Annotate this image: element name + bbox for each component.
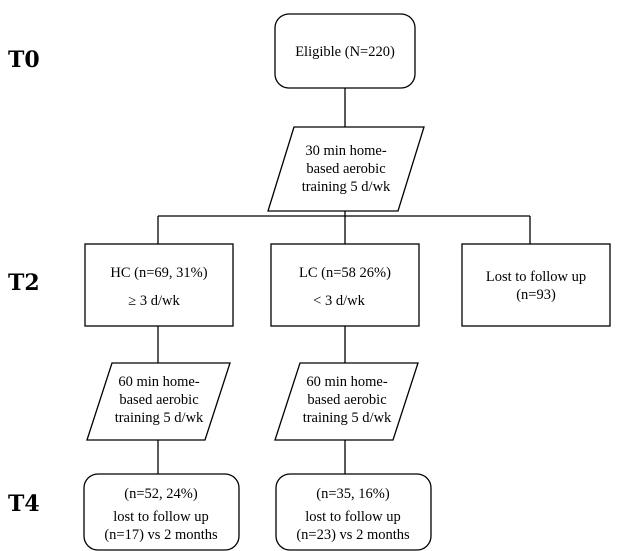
training-60-hc-frame bbox=[86, 362, 231, 441]
training-60-hc-line-1: 60 min home- bbox=[118, 374, 200, 390]
lc-line-2: < 3 d/wk bbox=[313, 293, 365, 309]
stage-label-t4: T4 bbox=[8, 491, 40, 517]
eligible-box: Eligible (N=220) bbox=[274, 13, 416, 89]
lc-box: LC (n=58 26%) < 3 d/wk bbox=[270, 243, 420, 327]
hc-box: HC (n=69, 31%) ≥ 3 d/wk bbox=[84, 243, 234, 327]
lc-box-frame bbox=[270, 243, 420, 327]
lc-t4-line-2: lost to follow up bbox=[305, 509, 400, 525]
connectors bbox=[157, 88, 531, 474]
lc-t4-box: (n=35, 16%) lost to follow up (n=23) vs … bbox=[275, 473, 432, 551]
training-30-frame bbox=[267, 126, 425, 212]
training-60-lc-line-2: based aerobic bbox=[307, 392, 386, 408]
training-30-line-3: training 5 d/wk bbox=[302, 179, 391, 195]
training-30-line-1: 30 min home- bbox=[305, 143, 387, 159]
training-60-hc-line-2: based aerobic bbox=[119, 392, 198, 408]
lc-t4-box-frame bbox=[275, 473, 432, 551]
lost-t2-box: Lost to follow up (n=93) bbox=[461, 243, 611, 327]
training-30-line-2: based aerobic bbox=[306, 161, 385, 177]
hc-t4-line-1: (n=52, 24%) bbox=[124, 486, 198, 502]
training-60-lc-line-1: 60 min home- bbox=[306, 374, 388, 390]
training-60-hc-line-3: training 5 d/wk bbox=[115, 410, 204, 426]
lc-line-1: LC (n=58 26%) bbox=[299, 265, 391, 281]
training-60-lc-frame bbox=[274, 362, 419, 441]
eligible-text: Eligible (N=220) bbox=[295, 44, 395, 60]
hc-line-2: ≥ 3 d/wk bbox=[128, 293, 180, 309]
training-60-hc-box: 60 min home- based aerobic training 5 d/… bbox=[86, 362, 231, 441]
hc-box-frame bbox=[84, 243, 234, 327]
training-60-lc-box: 60 min home- based aerobic training 5 d/… bbox=[274, 362, 419, 441]
eligible-box-frame bbox=[274, 13, 416, 89]
lost-t2-line-2: (n=93) bbox=[516, 287, 556, 303]
lost-t2-box-frame bbox=[461, 243, 611, 327]
stage-label-t2: T2 bbox=[8, 270, 40, 296]
stage-label-t0: T0 bbox=[8, 47, 40, 73]
lc-t4-line-3: (n=23) vs 2 months bbox=[296, 527, 410, 543]
hc-t4-box: (n=52, 24%) lost to follow up (n=17) vs … bbox=[83, 473, 240, 551]
hc-t4-line-2: lost to follow up bbox=[113, 509, 208, 525]
lost-t2-line-1: Lost to follow up bbox=[486, 269, 586, 285]
training-30-box: 30 min home- based aerobic training 5 d/… bbox=[267, 126, 425, 212]
training-60-lc-line-3: training 5 d/wk bbox=[303, 410, 392, 426]
hc-t4-line-3: (n=17) vs 2 months bbox=[104, 527, 218, 543]
lc-t4-line-1: (n=35, 16%) bbox=[316, 486, 390, 502]
hc-t4-box-frame bbox=[83, 473, 240, 551]
hc-line-1: HC (n=69, 31%) bbox=[110, 265, 207, 281]
